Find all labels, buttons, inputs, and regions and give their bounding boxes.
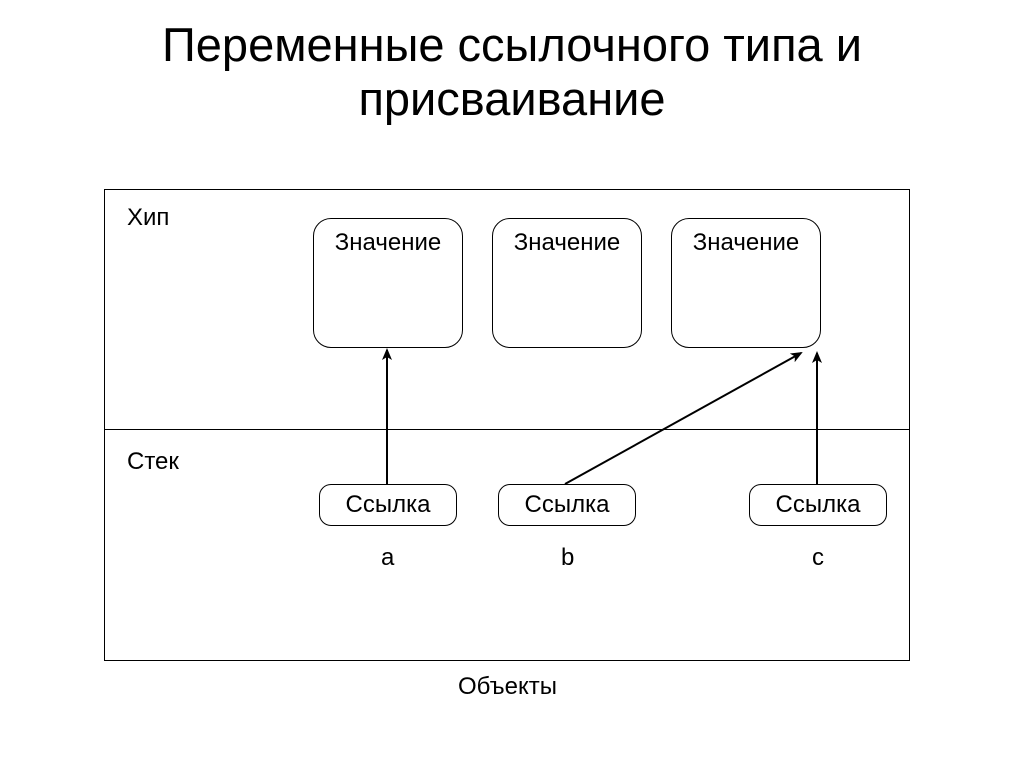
- stack-variable-label: Ссылка: [525, 491, 610, 518]
- title-line-2: присваивание: [358, 72, 665, 125]
- heap-stack-divider: [105, 429, 909, 430]
- stack-variable: Ссылка: [498, 484, 636, 526]
- variable-name: b: [561, 544, 574, 572]
- heap-object: Значение: [492, 218, 642, 348]
- variable-name: a: [381, 544, 394, 572]
- heap-object: Значение: [313, 218, 463, 348]
- heap-label: Хип: [127, 204, 169, 232]
- slide: Переменные ссылочного типа и присваивани…: [0, 0, 1024, 767]
- stack-variable-label: Ссылка: [776, 491, 861, 518]
- memory-diagram: Хип Стек Значение Значение Значение Ссы: [104, 189, 910, 661]
- stack-variable-label: Ссылка: [346, 491, 431, 518]
- reference-arrow: [565, 353, 801, 484]
- heap-object-label: Значение: [514, 229, 620, 256]
- variable-name: c: [812, 544, 824, 572]
- heap-object-label: Значение: [693, 229, 799, 256]
- stack-label: Стек: [127, 448, 179, 476]
- title-line-1: Переменные ссылочного типа и: [162, 18, 862, 71]
- heap-object: Значение: [671, 218, 821, 348]
- stack-variable: Ссылка: [319, 484, 457, 526]
- diagram-caption: Объекты: [458, 673, 557, 701]
- stack-variable: Ссылка: [749, 484, 887, 526]
- slide-title: Переменные ссылочного типа и присваивани…: [0, 18, 1024, 126]
- heap-object-label: Значение: [335, 229, 441, 256]
